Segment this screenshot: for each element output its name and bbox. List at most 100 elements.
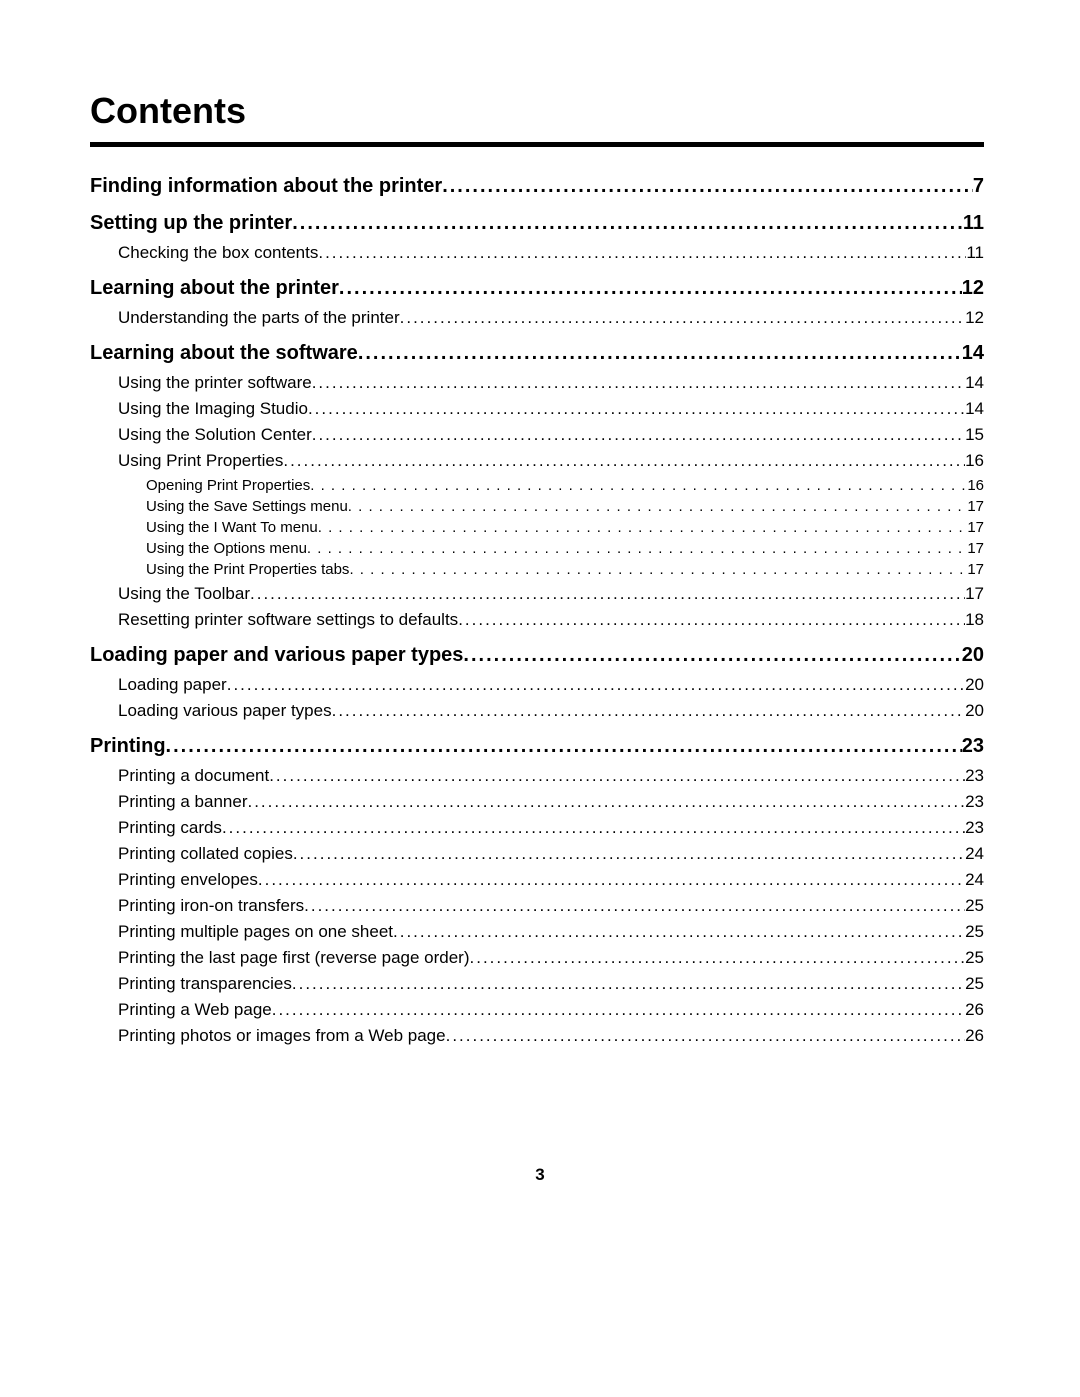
toc-entry-level-2[interactable]: Printing transparencies25 bbox=[118, 974, 984, 994]
toc-entry-level-2[interactable]: Checking the box contents11 bbox=[118, 243, 984, 263]
toc-entry-level-3[interactable]: Using the Options menu 17 bbox=[146, 540, 984, 557]
toc-entry-level-2[interactable]: Loading various paper types20 bbox=[118, 701, 984, 721]
toc-entry-page: 25 bbox=[965, 948, 984, 968]
toc-entry-label: Loading various paper types bbox=[118, 701, 332, 721]
toc-entry-page: 23 bbox=[965, 792, 984, 812]
toc-entry-label: Finding information about the printer bbox=[90, 175, 442, 198]
toc-entry-page: 14 bbox=[965, 373, 984, 393]
toc-leader-dots bbox=[348, 498, 968, 515]
toc-entry-level-2[interactable]: Loading paper20 bbox=[118, 675, 984, 695]
toc-entry-level-2[interactable]: Using the Toolbar 17 bbox=[118, 584, 984, 604]
title-rule bbox=[90, 142, 984, 147]
toc-entry-label: Understanding the parts of the printer bbox=[118, 308, 400, 328]
toc-entry-level-2[interactable]: Understanding the parts of the printer 12 bbox=[118, 308, 984, 328]
toc-leader-dots bbox=[166, 735, 962, 758]
toc-leader-dots bbox=[283, 451, 965, 471]
toc-entry-level-3[interactable]: Using the Print Properties tabs 17 bbox=[146, 561, 984, 578]
toc-entry-level-2[interactable]: Printing envelopes24 bbox=[118, 870, 984, 890]
toc-entry-level-2[interactable]: Using the Solution Center15 bbox=[118, 425, 984, 445]
toc-leader-dots bbox=[293, 844, 965, 864]
toc-entry-level-2[interactable]: Printing iron-on transfers 25 bbox=[118, 896, 984, 916]
toc-entry-label: Printing transparencies bbox=[118, 974, 292, 994]
toc-entry-label: Learning about the printer bbox=[90, 277, 339, 300]
toc-entry-level-2[interactable]: Printing a Web page26 bbox=[118, 1000, 984, 1020]
toc-leader-dots bbox=[292, 212, 963, 235]
toc-entry-label: Using the Toolbar bbox=[118, 584, 250, 604]
toc-container: Finding information about the printer7 Se… bbox=[90, 175, 984, 1046]
toc-entry-label: Printing a document bbox=[118, 766, 269, 786]
toc-entry-level-1[interactable]: Learning about the software 14 bbox=[90, 342, 984, 365]
toc-entry-page: 16 bbox=[967, 477, 984, 494]
toc-entry-label: Using the Options menu bbox=[146, 540, 307, 557]
toc-entry-label: Loading paper and various paper types bbox=[90, 644, 463, 667]
toc-leader-dots bbox=[332, 701, 965, 721]
toc-leader-dots bbox=[446, 1026, 965, 1046]
toc-leader-dots bbox=[458, 610, 965, 630]
toc-leader-dots bbox=[400, 308, 965, 328]
toc-entry-label: Loading paper bbox=[118, 675, 227, 695]
toc-entry-level-1[interactable]: Finding information about the printer7 bbox=[90, 175, 984, 198]
toc-entry-page: 26 bbox=[965, 1000, 984, 1020]
toc-entry-label: Learning about the software bbox=[90, 342, 358, 365]
toc-entry-label: Printing iron-on transfers bbox=[118, 896, 304, 916]
toc-entry-page: 12 bbox=[962, 277, 984, 300]
toc-entry-page: 14 bbox=[962, 342, 984, 365]
toc-entry-label: Printing a banner bbox=[118, 792, 247, 812]
toc-entry-level-2[interactable]: Printing photos or images from a Web pag… bbox=[118, 1026, 984, 1046]
toc-entry-page: 16 bbox=[965, 451, 984, 471]
toc-leader-dots bbox=[269, 766, 965, 786]
toc-entry-page: 25 bbox=[965, 896, 984, 916]
toc-entry-level-2[interactable]: Printing a document23 bbox=[118, 766, 984, 786]
toc-entry-level-2[interactable]: Using the printer software 14 bbox=[118, 373, 984, 393]
toc-entry-label: Using the Save Settings menu bbox=[146, 498, 348, 515]
toc-entry-level-3[interactable]: Opening Print Properties 16 bbox=[146, 477, 984, 494]
toc-entry-page: 17 bbox=[965, 584, 984, 604]
toc-entry-page: 23 bbox=[962, 735, 984, 758]
toc-entry-page: 23 bbox=[965, 818, 984, 838]
toc-entry-page: 12 bbox=[965, 308, 984, 328]
toc-entry-level-2[interactable]: Printing cards23 bbox=[118, 818, 984, 838]
toc-entry-label: Using Print Properties bbox=[118, 451, 283, 471]
toc-entry-level-1[interactable]: Loading paper and various paper types 20 bbox=[90, 644, 984, 667]
toc-entry-page: 17 bbox=[967, 498, 984, 515]
toc-entry-page: 11 bbox=[966, 243, 984, 263]
toc-leader-dots bbox=[318, 519, 968, 536]
toc-entry-page: 24 bbox=[965, 844, 984, 864]
toc-entry-label: Opening Print Properties bbox=[146, 477, 310, 494]
toc-entry-label: Printing photos or images from a Web pag… bbox=[118, 1026, 446, 1046]
toc-entry-page: 20 bbox=[962, 644, 984, 667]
toc-entry-label: Using the printer software bbox=[118, 373, 312, 393]
toc-leader-dots bbox=[250, 584, 965, 604]
toc-entry-level-2[interactable]: Resetting printer software settings to d… bbox=[118, 610, 984, 630]
toc-entry-label: Using the Print Properties tabs bbox=[146, 561, 349, 578]
toc-entry-level-1[interactable]: Printing23 bbox=[90, 735, 984, 758]
toc-entry-label: Using the Solution Center bbox=[118, 425, 312, 445]
toc-entry-level-2[interactable]: Printing the last page first (reverse pa… bbox=[118, 948, 984, 968]
toc-entry-level-3[interactable]: Using the Save Settings menu 17 bbox=[146, 498, 984, 515]
toc-entry-level-2[interactable]: Using the Imaging Studio14 bbox=[118, 399, 984, 419]
toc-entry-level-3[interactable]: Using the I Want To menu 17 bbox=[146, 519, 984, 536]
toc-entry-page: 24 bbox=[965, 870, 984, 890]
toc-entry-level-2[interactable]: Printing collated copies 24 bbox=[118, 844, 984, 864]
toc-leader-dots bbox=[310, 477, 967, 494]
toc-leader-dots bbox=[312, 425, 965, 445]
toc-entry-label: Using the Imaging Studio bbox=[118, 399, 308, 419]
toc-leader-dots bbox=[292, 974, 965, 994]
toc-entry-page: 17 bbox=[967, 561, 984, 578]
toc-entry-label: Printing collated copies bbox=[118, 844, 293, 864]
toc-leader-dots bbox=[349, 561, 967, 578]
toc-leader-dots bbox=[304, 896, 965, 916]
toc-leader-dots bbox=[312, 373, 965, 393]
toc-leader-dots bbox=[358, 342, 962, 365]
toc-entry-level-2[interactable]: Using Print Properties 16 bbox=[118, 451, 984, 471]
page-number: 3 bbox=[535, 1165, 544, 1185]
toc-entry-label: Printing the last page first (reverse pa… bbox=[118, 948, 470, 968]
toc-entry-page: 11 bbox=[963, 212, 984, 235]
toc-entry-level-2[interactable]: Printing a banner 23 bbox=[118, 792, 984, 812]
toc-leader-dots bbox=[470, 948, 966, 968]
toc-leader-dots bbox=[258, 870, 965, 890]
toc-entry-level-1[interactable]: Learning about the printer 12 bbox=[90, 277, 984, 300]
toc-entry-level-2[interactable]: Printing multiple pages on one sheet25 bbox=[118, 922, 984, 942]
toc-entry-level-1[interactable]: Setting up the printer11 bbox=[90, 212, 984, 235]
toc-leader-dots bbox=[339, 277, 962, 300]
